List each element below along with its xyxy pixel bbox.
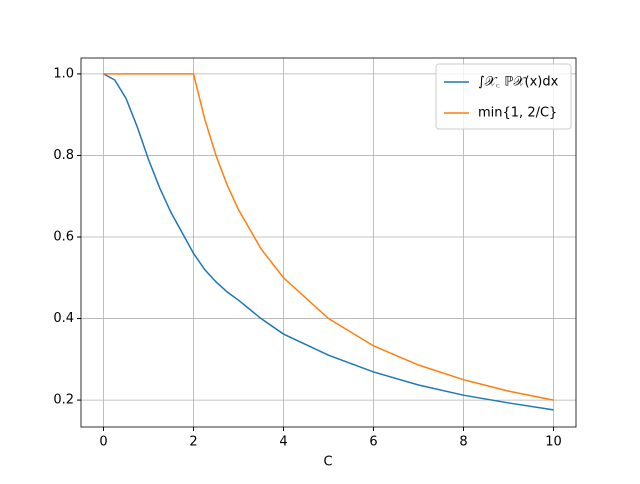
x-tick-label: 10 [545,435,562,450]
line [103,73,554,401]
x-tick-label: 6 [369,435,377,450]
x-axis-label: C [323,455,332,470]
x-tick-label: 4 [279,435,287,450]
x-tick-label: 2 [189,435,197,450]
legend-label: ∫𝒳꜀ ℙ𝒳(x)dx [478,75,559,90]
line [103,73,554,411]
y-tick-label: 0.2 [53,393,74,408]
y-tick-label: 0.8 [53,148,74,163]
y-tick-label: 0.6 [53,229,74,244]
legend-label: min{1, 2/C} [478,106,557,121]
legend-box [435,63,572,130]
y-tick-label: 1.0 [53,66,74,81]
x-tick-label: 0 [99,435,107,450]
plot-frame [80,57,577,428]
y-tick-label: 0.4 [53,311,74,326]
x-tick-label: 8 [459,435,467,450]
